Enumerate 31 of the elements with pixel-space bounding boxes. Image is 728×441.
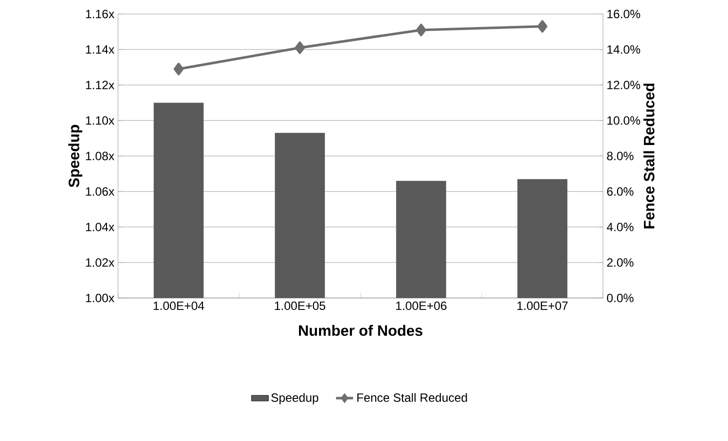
legend-label: Fence Stall Reduced [357, 393, 467, 402]
y-tick-label: 1.00x [86, 294, 114, 302]
y2-tick-label: 10.0% [607, 116, 640, 125]
y-tick-label: 1.16x [86, 10, 114, 18]
y2-tick-label: 2.0% [607, 258, 634, 267]
y-tick-label: 1.04x [86, 222, 114, 232]
y-tick-label: 1.02x [86, 258, 114, 267]
y2-tick-label: 16.0% [607, 10, 640, 18]
legend-label: Speedup [271, 393, 318, 404]
y-tick-label: 1.08x [86, 152, 114, 160]
x-tick-label: 1.00E+07 [517, 302, 568, 310]
point [537, 20, 548, 33]
y-tick-label: 1.06x [86, 187, 114, 196]
point [416, 24, 426, 36]
y-tick-label: 1.12x [86, 80, 114, 90]
x-tick-label: 1.00E+04 [154, 302, 204, 310]
y2-axis-title: Fence Stall Reduced [643, 84, 654, 228]
x-axis-title: Number of Nodes [299, 324, 422, 336]
y2-tick-label: 6.0% [607, 187, 634, 196]
x-tick-label: 1.00E+05 [274, 302, 326, 310]
point [294, 41, 305, 54]
y2-tick-label: 12.0% [607, 80, 640, 90]
y2-tick-label: 0.0% [607, 294, 634, 302]
x-tick-label: 1.00E+06 [396, 302, 446, 310]
y-axis-title: Speedup [68, 124, 82, 188]
y2-tick-label: 4.0% [606, 222, 634, 232]
y-tick-label: 1.14x [86, 45, 114, 54]
y-tick-label: 1.10x [86, 116, 114, 125]
y2-tick-label: 8.0% [607, 152, 634, 160]
point [174, 62, 184, 76]
y2-tick-label: 14.0% [607, 45, 640, 54]
